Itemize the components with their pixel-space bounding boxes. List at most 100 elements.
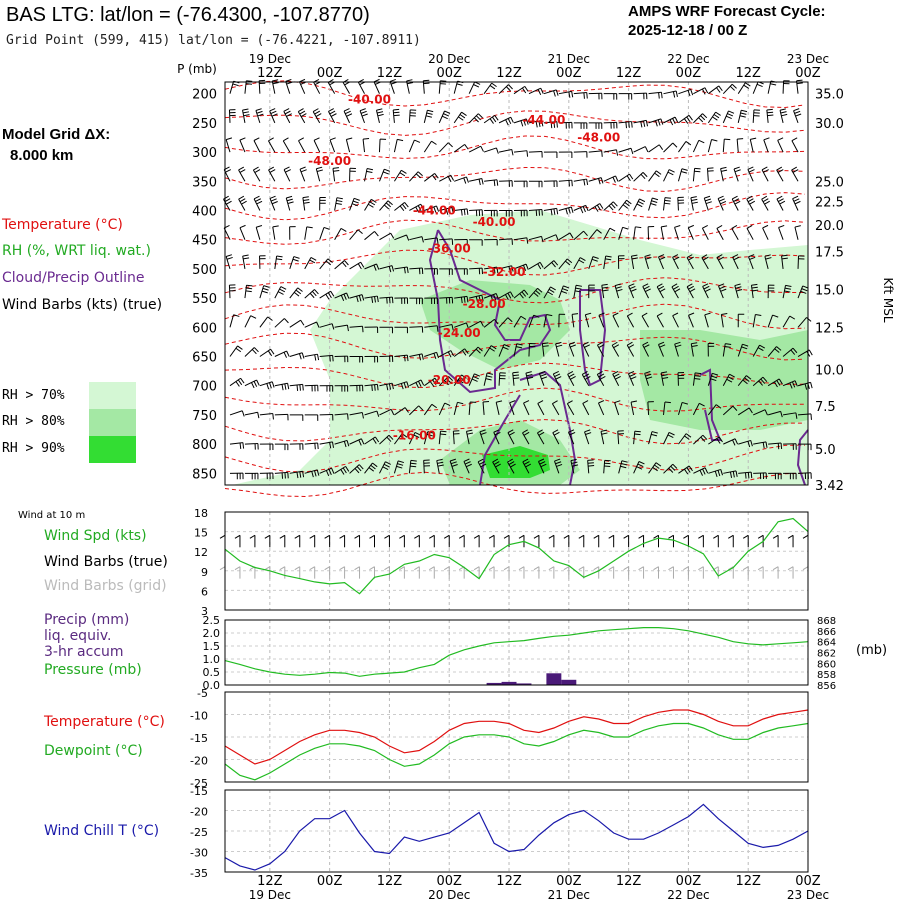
temperature-contour-label: -40.00 xyxy=(473,215,516,229)
wind-barb xyxy=(737,313,745,328)
wind-barb xyxy=(543,314,553,328)
wind-barb-feather xyxy=(475,296,479,303)
wind-barb-shaft xyxy=(558,206,572,211)
wind-barb-feather xyxy=(739,115,746,118)
wind-barb-feather xyxy=(399,534,405,539)
wind-barb-feather xyxy=(613,344,620,349)
legend-rh80-label: RH > 80% xyxy=(2,414,65,429)
wind-barb-feather xyxy=(555,461,562,465)
wind-barb-shaft xyxy=(438,80,441,94)
wind-barb-feather xyxy=(721,169,728,172)
wind-barb-feather xyxy=(479,461,485,465)
wind-barb-feather xyxy=(219,534,226,539)
precip-bar xyxy=(516,683,532,685)
wind-barb-feather xyxy=(642,283,649,287)
wind-barb-feather xyxy=(359,108,366,112)
wind-barb-feather xyxy=(553,370,559,375)
wind-barb-shaft xyxy=(379,461,386,474)
wind-barb-feather xyxy=(238,195,245,200)
legend-rh80-swatch xyxy=(89,409,136,436)
wind-barb-feather xyxy=(621,460,628,463)
wind-barb-feather xyxy=(271,201,278,205)
wind-barb-grid xyxy=(533,566,540,579)
wind-barb-feather xyxy=(447,176,452,183)
wind-barb-feather xyxy=(720,166,727,170)
wind-barb-shaft xyxy=(692,403,700,416)
wind-barb-shaft xyxy=(244,315,252,328)
wind-barb-feather xyxy=(226,200,232,205)
legend-rh90-swatch xyxy=(89,436,136,463)
precip-bar xyxy=(486,682,502,685)
wind-barb-feather xyxy=(309,259,316,264)
wind-barb xyxy=(543,260,559,270)
wind-barb-feather xyxy=(280,286,287,290)
wind-barb xyxy=(663,169,675,182)
wind-barb-feather xyxy=(495,293,499,300)
wind-barb-feather xyxy=(336,197,343,200)
wind-barb-feather xyxy=(239,442,242,449)
wind-barb-feather xyxy=(762,442,765,449)
wind-barb-feather xyxy=(757,534,764,539)
wind-barb-feather xyxy=(621,463,628,466)
wind-barb xyxy=(453,374,467,386)
temperature-tick-label: -15 xyxy=(190,732,208,745)
wind-barb-feather xyxy=(662,376,669,380)
wind-barb xyxy=(484,238,498,246)
wind-barb-shaft xyxy=(468,401,471,415)
wind-barb-feather xyxy=(329,442,332,449)
wind-barb-feather xyxy=(255,108,262,111)
wind-barb xyxy=(509,400,516,416)
wind-barb xyxy=(498,116,514,126)
wind-barb-shaft xyxy=(738,471,752,474)
wind-barb-feather xyxy=(360,110,367,114)
wind-barb xyxy=(648,118,664,127)
wind-barb-feather xyxy=(465,176,469,183)
wind-barb-feather xyxy=(741,346,748,350)
height-tick-label: 20.0 xyxy=(815,219,844,234)
wind-barb-shaft xyxy=(528,151,542,153)
wind-barb-feather xyxy=(794,225,801,228)
wind-barb-shaft xyxy=(644,256,650,270)
wind-barb-feather xyxy=(480,463,487,468)
wind-barb xyxy=(707,404,722,416)
wind-barb-feather xyxy=(591,258,598,262)
wind-barb-feather xyxy=(806,317,812,322)
wind-barb-feather xyxy=(254,169,261,173)
wind-barb-shaft xyxy=(628,373,635,386)
wind-barb-shaft xyxy=(588,150,602,153)
wind-barb xyxy=(722,83,737,95)
wind-barb xyxy=(319,290,335,300)
wind-barb-shaft xyxy=(537,432,545,445)
wind-barb xyxy=(409,267,424,275)
wind-barb-feather xyxy=(361,113,368,117)
wind-barb-shaft xyxy=(797,317,807,328)
wind-barb-feather xyxy=(235,381,240,387)
wind-barb xyxy=(229,472,244,480)
wind-barb-feather xyxy=(686,116,691,123)
model-grid-label: Model Grid ΔX: xyxy=(2,126,111,143)
wind-barb-feather xyxy=(620,465,627,469)
wind-barb-true xyxy=(279,534,286,548)
wind-barb xyxy=(552,429,560,445)
wind-barb-shaft xyxy=(424,237,438,241)
wind-barb xyxy=(436,458,444,474)
wind-barb xyxy=(658,254,666,270)
wind-barb-feather xyxy=(702,283,709,287)
wind-barb-feather xyxy=(674,225,681,228)
wind-barb-feather xyxy=(763,169,769,173)
wind-barb-shaft xyxy=(554,460,560,474)
wind-barb-feather xyxy=(293,256,300,259)
temperature-line xyxy=(224,709,809,765)
wind-barb-shaft xyxy=(522,461,530,474)
wind-barb-feather xyxy=(668,566,674,571)
wind-barb-feather xyxy=(542,345,549,347)
wind-barb-shaft xyxy=(618,147,632,153)
wind-barb-feather xyxy=(418,381,422,387)
wind-barb-feather xyxy=(316,469,320,476)
wind-barb-feather xyxy=(582,206,586,213)
wind-barb-shaft xyxy=(614,285,620,299)
wind-barb-shaft xyxy=(570,460,575,474)
wind-barb-feather xyxy=(630,288,637,292)
legend-temp: Temperature (°C) xyxy=(44,714,165,730)
temperature-contour-label: -16.00 xyxy=(393,428,436,442)
